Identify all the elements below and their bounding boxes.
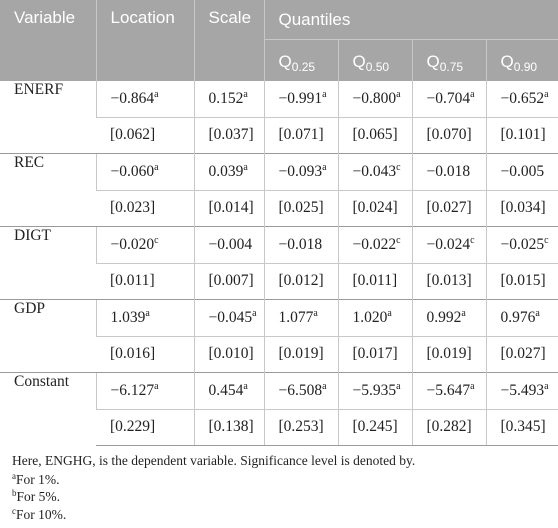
std-error-cell: [0.012]: [263, 262, 338, 300]
estimate-cell: 0.152a: [193, 81, 264, 117]
std-error-cell: [0.037]: [193, 116, 264, 154]
estimate-cell: 0.976a: [485, 299, 558, 336]
estimate-cell: −5.493a: [485, 372, 558, 409]
std-error-cell: [0.023]: [96, 189, 194, 227]
estimate-cell: −0.060a: [95, 153, 194, 190]
table-body: ENERF −0.864a 0.152a −0.991a −0.800a −0.…: [0, 81, 558, 446]
variable-name: ENERF: [14, 81, 64, 98]
header-q90: Q0.90: [485, 39, 558, 81]
header-location: Location: [95, 0, 194, 81]
estimate-cell: −0.024c: [411, 226, 486, 263]
header-q50: Q0.50: [337, 39, 412, 81]
table-row: [0.229] [0.138] [0.253] [0.245] [0.282] …: [0, 408, 558, 446]
estimate-cell: 1.039a: [95, 299, 194, 336]
std-error-cell: [0.011]: [337, 262, 412, 300]
std-error-cell: [0.027]: [485, 335, 558, 373]
estimate-cell: −6.127a: [95, 372, 194, 409]
std-error-cell: [0.071]: [263, 116, 338, 154]
std-error-cell: [0.019]: [263, 335, 338, 373]
std-error-cell: [0.016]: [96, 335, 194, 373]
table-row: Constant −6.127a 0.454a −6.508a −5.935a …: [0, 372, 558, 446]
std-error-cell: [0.062]: [96, 116, 194, 154]
estimate-cell: −0.991a: [263, 81, 338, 117]
estimate-cell: −0.652a: [485, 81, 558, 117]
std-error-cell: [0.011]: [96, 262, 194, 300]
std-error-cell: [0.065]: [337, 116, 412, 154]
estimate-cell: −0.800a: [337, 81, 412, 117]
std-error-cell: [0.007]: [193, 262, 264, 300]
estimate-cell: −0.022c: [337, 226, 412, 263]
estimate-cell: −0.025c: [485, 226, 558, 263]
std-error-cell: [0.034]: [485, 189, 558, 227]
estimate-cell: 0.454a: [193, 372, 264, 409]
table-row: [0.011] [0.007] [0.012] [0.011] [0.013] …: [0, 262, 558, 300]
variable-name: Constant: [0, 372, 96, 446]
estimate-cell: −6.508a: [263, 372, 338, 409]
estimate-cell: −0.005: [485, 153, 558, 190]
std-error-cell: [0.017]: [337, 335, 412, 373]
std-error-cell: [0.070]: [411, 116, 486, 154]
footnote-item: bFor 5%.: [12, 488, 60, 505]
estimate-cell: −0.004: [193, 226, 264, 263]
std-error-cell: [0.019]: [411, 335, 486, 373]
header-q25: Q0.25: [263, 39, 338, 81]
estimate-cell: −0.018: [411, 153, 486, 190]
std-error-cell: [0.282]: [411, 408, 486, 446]
header-quantiles: Quantiles: [263, 0, 558, 40]
std-error-cell: [0.245]: [337, 408, 412, 446]
std-error-cell: [0.015]: [485, 262, 558, 300]
estimate-cell: −0.045a: [193, 299, 264, 336]
table-row: [0.016] [0.010] [0.019] [0.017] [0.019] …: [0, 335, 558, 373]
table-row: ENERF −0.864a 0.152a −0.991a −0.800a −0.…: [0, 81, 558, 117]
variable-name: DIGT: [0, 226, 96, 300]
std-error-cell: [0.013]: [411, 262, 486, 300]
std-error-cell: [0.253]: [263, 408, 338, 446]
footnote-item: aFor 1%.: [12, 470, 60, 487]
std-error-cell: [0.027]: [411, 189, 486, 227]
estimate-cell: −0.018: [263, 226, 338, 263]
variable-name: GDP: [0, 299, 96, 373]
std-error-cell: [0.010]: [193, 335, 264, 373]
footnote-item: cFor 10%.: [12, 505, 67, 522]
estimate-cell: 0.039a: [193, 153, 264, 190]
estimate-cell: −0.704a: [411, 81, 486, 117]
table-row: GDP 1.039a −0.045a 1.077a 1.020a 0.992a …: [0, 299, 558, 373]
table-row: [0.062] [0.037] [0.071] [0.065] [0.070] …: [0, 116, 558, 154]
estimate-cell: −0.020c: [95, 226, 194, 263]
estimate-cell: 0.992a: [411, 299, 486, 336]
std-error-cell: [0.229]: [96, 408, 194, 446]
quantile-regression-table: Variable Location Scale Quantiles Q0.25 …: [0, 0, 558, 446]
estimate-cell: 1.077a: [263, 299, 338, 336]
std-error-cell: [0.014]: [193, 189, 264, 227]
table-row: REC −0.060a 0.039a −0.093a −0.043c −0.01…: [0, 153, 558, 227]
estimate-cell: −0.864a: [95, 81, 194, 117]
std-error-cell: [0.024]: [337, 189, 412, 227]
std-error-cell: [0.138]: [193, 408, 264, 446]
std-error-cell: [0.345]: [485, 408, 558, 446]
table-row: DIGT −0.020c −0.004 −0.018 −0.022c −0.02…: [0, 226, 558, 300]
estimate-cell: −5.647a: [411, 372, 486, 409]
header-q75: Q0.75: [411, 39, 486, 81]
table-row: [0.023] [0.014] [0.025] [0.024] [0.027] …: [0, 189, 558, 227]
variable-name: REC: [0, 153, 96, 227]
table-footnotes: Here, ENGHG, is the dependent variable. …: [12, 452, 552, 523]
estimate-cell: −0.043c: [337, 153, 412, 190]
std-error-cell: [0.025]: [263, 189, 338, 227]
header-variable: Variable: [0, 0, 96, 81]
estimate-cell: −0.093a: [263, 153, 338, 190]
footnote-main: Here, ENGHG, is the dependent variable. …: [12, 453, 416, 468]
estimate-cell: −5.935a: [337, 372, 412, 409]
estimate-cell: 1.020a: [337, 299, 412, 336]
header-scale: Scale: [193, 0, 264, 81]
std-error-cell: [0.101]: [485, 116, 558, 154]
